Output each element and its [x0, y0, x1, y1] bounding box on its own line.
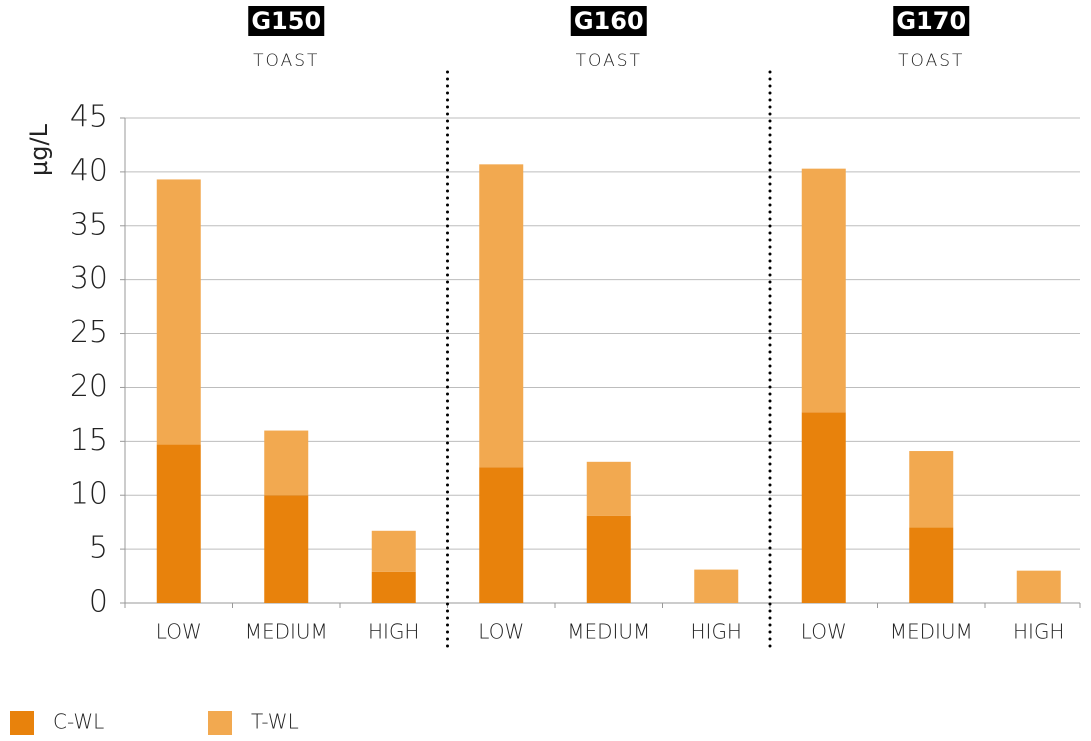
group-badge: [570, 6, 647, 36]
group-name: G160: [574, 7, 644, 35]
x-tick-label: HIGH: [1013, 620, 1064, 644]
bar-segment: [371, 530, 416, 572]
group-badge: [248, 6, 325, 36]
bar-segment: [264, 430, 309, 496]
group-name: G170: [896, 7, 966, 35]
bar-segment: [909, 451, 954, 528]
bar-segment: [479, 164, 524, 468]
bar-segment: [801, 412, 846, 603]
bar-segment: [586, 515, 631, 603]
legend-swatch: [208, 711, 232, 735]
y-tick-label: 15: [70, 423, 108, 458]
group-badge: [893, 6, 970, 36]
y-tick-label: 30: [70, 261, 108, 296]
x-tick-label: MEDIUM: [245, 620, 328, 644]
x-tick-label: HIGH: [691, 620, 742, 644]
bar-segment: [586, 461, 631, 516]
x-tick-label: MEDIUM: [567, 620, 650, 644]
y-tick-label: 20: [70, 369, 108, 404]
y-tick-label: 10: [70, 477, 108, 512]
group-name: G150: [251, 7, 321, 35]
x-tick-label: LOW: [478, 620, 524, 644]
y-tick-label: 0: [89, 585, 108, 620]
y-tick-label: 45: [70, 100, 108, 135]
x-tick-label: MEDIUM: [890, 620, 973, 644]
y-tick-label: 25: [70, 315, 108, 350]
bar-segment: [156, 179, 201, 445]
x-tick-label: HIGH: [368, 620, 419, 644]
x-tick-label: LOW: [156, 620, 202, 644]
y-tick-label: 35: [70, 207, 108, 242]
group-label: TOAST: [253, 51, 319, 71]
bar-segment: [156, 444, 201, 603]
bar-segment: [694, 569, 739, 603]
bar-segment: [264, 495, 309, 603]
bar-segment: [801, 168, 846, 413]
legend-swatch: [10, 711, 34, 735]
bar-segment: [909, 527, 954, 603]
legend-label: T-WL: [251, 710, 299, 734]
group-label: TOAST: [898, 51, 964, 71]
x-tick-label: LOW: [801, 620, 847, 644]
bar-segment: [371, 571, 416, 603]
y-tick-label: 5: [89, 531, 108, 566]
bar-segment: [479, 467, 524, 603]
group-label: TOAST: [576, 51, 642, 71]
legend-label: C-WL: [53, 710, 104, 734]
y-tick-label: 40: [70, 153, 108, 188]
bar-segment: [1016, 570, 1061, 603]
y-axis-label: µg/L: [25, 123, 53, 176]
